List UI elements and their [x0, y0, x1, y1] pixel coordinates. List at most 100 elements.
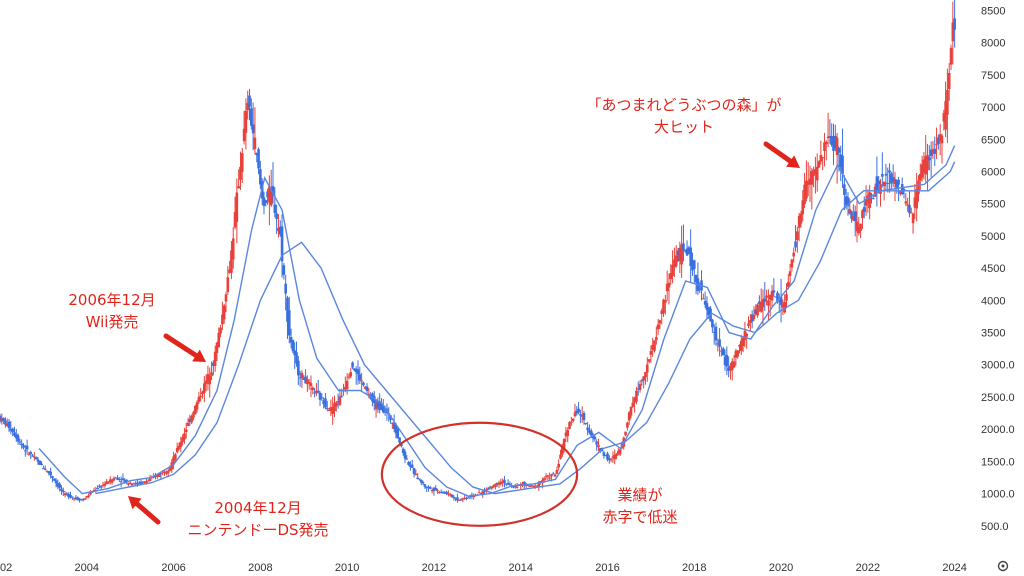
candle	[680, 225, 683, 278]
candle	[810, 168, 814, 210]
candle	[184, 422, 188, 439]
candle	[89, 490, 92, 496]
candle	[447, 490, 450, 497]
candle	[629, 406, 633, 419]
candle	[900, 177, 904, 195]
candle	[674, 245, 678, 268]
candle	[949, 44, 953, 71]
candle	[504, 483, 508, 487]
candle	[772, 278, 776, 297]
candle	[678, 241, 682, 273]
candle	[358, 366, 362, 384]
candle	[87, 493, 90, 499]
candle	[103, 481, 107, 488]
candle	[141, 481, 145, 485]
candle	[302, 375, 306, 381]
candle	[720, 346, 723, 357]
candle	[128, 481, 132, 485]
candle	[477, 489, 481, 494]
candle	[564, 426, 568, 443]
candle	[342, 383, 345, 396]
candle	[278, 220, 282, 237]
candle	[324, 393, 327, 410]
candle	[790, 258, 794, 272]
candle	[273, 187, 277, 218]
y-tick-label: 4000	[981, 295, 1005, 307]
candle	[490, 486, 494, 491]
candle	[582, 411, 586, 425]
x-axis: 02 2004 2006 2008 2010 2012 2014 2016 2018 2020 20…	[0, 562, 967, 574]
candle	[850, 210, 853, 223]
candle	[723, 349, 727, 371]
candle	[72, 497, 76, 502]
candle	[761, 289, 765, 326]
chart-settings[interactable]	[997, 560, 1009, 572]
settings-gear-icon[interactable]	[997, 560, 1009, 572]
candle	[253, 107, 257, 155]
annotation-text: 「あつまれどうぶつの森」が大ヒット	[586, 96, 781, 136]
candle	[445, 490, 448, 496]
candle	[289, 328, 293, 349]
candle	[264, 199, 268, 207]
candle	[747, 316, 750, 329]
candle	[74, 495, 78, 501]
candle	[606, 451, 609, 462]
candle	[418, 478, 421, 481]
candle	[544, 473, 548, 480]
candle	[853, 205, 857, 237]
low-period-ellipse	[380, 421, 579, 527]
candle	[13, 426, 16, 438]
candle	[116, 475, 119, 481]
candle	[277, 214, 280, 238]
candle	[228, 260, 231, 274]
candle	[452, 494, 456, 501]
candle	[275, 204, 278, 234]
candle	[193, 404, 197, 415]
candle	[763, 282, 767, 311]
candle	[472, 493, 476, 500]
candle	[799, 210, 803, 228]
candle	[913, 184, 917, 220]
x-tick-label: 2024	[942, 562, 966, 574]
candle	[33, 452, 36, 461]
candle	[392, 414, 396, 432]
candle	[743, 321, 747, 348]
y-tick-label: 3000.0	[981, 360, 1015, 372]
candle	[0, 413, 4, 425]
candle	[221, 301, 224, 331]
annotations: 2006年12月 Wii発売 2004年12月ニンテンドーDS発売 「あつまれどうぶつ…	[68, 96, 781, 539]
candle	[268, 175, 271, 226]
candle	[928, 145, 931, 171]
candle	[130, 483, 134, 487]
candle	[611, 451, 615, 463]
candle	[416, 473, 419, 480]
x-tick-label: 2004	[75, 562, 99, 574]
candle	[22, 443, 25, 450]
candle	[213, 345, 217, 372]
candle	[553, 473, 557, 477]
candle	[42, 465, 45, 470]
candle	[405, 455, 409, 460]
candle	[785, 283, 788, 309]
candle	[734, 348, 738, 366]
candle	[376, 397, 380, 413]
candle	[602, 451, 606, 459]
candle	[320, 393, 324, 401]
x-tick-label: 2008	[248, 562, 272, 574]
candle	[703, 291, 707, 309]
candle	[777, 293, 781, 313]
candle	[114, 477, 118, 479]
candle	[861, 209, 864, 230]
candle	[407, 460, 410, 466]
candle	[315, 383, 318, 396]
candle	[944, 81, 947, 138]
candle	[828, 119, 832, 144]
candle	[933, 136, 937, 166]
candle	[105, 478, 108, 485]
candle	[940, 133, 944, 164]
candle	[18, 438, 22, 446]
y-tick-label: 3500	[981, 328, 1005, 340]
candle	[834, 124, 837, 152]
candle	[58, 481, 61, 492]
candle	[78, 497, 81, 503]
